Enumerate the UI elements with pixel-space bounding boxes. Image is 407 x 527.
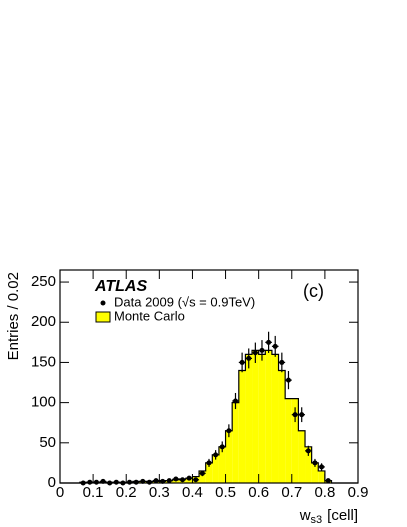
- x-tick-label: 0.6: [248, 484, 269, 501]
- hist-bar: [245, 354, 253, 483]
- hist-bar: [232, 402, 239, 483]
- data-point: [213, 452, 219, 458]
- hist-bar: [298, 430, 306, 483]
- hist-bar: [225, 430, 233, 483]
- x-tick-label: 0.1: [83, 484, 104, 501]
- y-tick-label: 100: [31, 394, 56, 411]
- hist-bar: [291, 398, 299, 483]
- hist-bar: [271, 354, 279, 483]
- y-axis-label: Entries / 0.02: [5, 272, 22, 360]
- data-point: [239, 359, 245, 365]
- hist-bar: [218, 446, 226, 483]
- data-point: [226, 428, 232, 434]
- plot-frame: [59, 269, 359, 484]
- y-tick-label: 150: [31, 353, 56, 370]
- data-point: [206, 460, 212, 466]
- hist-bar: [258, 354, 266, 483]
- data-point: [166, 478, 172, 484]
- data-point: [312, 460, 318, 466]
- data-point: [266, 339, 272, 345]
- legend-swatch: [95, 311, 111, 323]
- hist-bar: [278, 370, 286, 483]
- x-tick-label: 0: [56, 484, 64, 501]
- x-tick-label: 0.3: [149, 484, 170, 501]
- data-point: [299, 412, 305, 418]
- hist-bar: [311, 462, 319, 483]
- data-point: [285, 377, 291, 383]
- legend-label: Data 2009 (√s = 0.9TeV): [114, 294, 255, 309]
- hist-bar: [318, 470, 325, 483]
- hist-bar: [305, 446, 312, 483]
- y-tick-label: 50: [39, 434, 56, 451]
- x-tick-label: 0.7: [281, 484, 302, 501]
- panel-label: (c): [303, 281, 324, 301]
- x-label-sub: s3: [311, 514, 323, 526]
- x-tick-label: 0.2: [116, 484, 137, 501]
- data-point: [193, 477, 199, 483]
- x-label-main: w: [299, 507, 311, 524]
- data-point: [305, 448, 311, 454]
- data-point: [199, 470, 205, 476]
- data-point: [292, 412, 298, 418]
- data-point: [180, 477, 186, 483]
- x-tick-label: 0.9: [348, 484, 369, 501]
- hist-bar: [285, 398, 292, 483]
- x-label-unit: [cell]: [327, 507, 358, 524]
- experiment-label: ATLAS: [94, 278, 147, 295]
- data-point: [252, 350, 258, 356]
- hist-bar: [199, 470, 206, 483]
- y-tick-label: 250: [31, 273, 56, 290]
- hist-bar: [212, 454, 219, 483]
- data-point: [186, 475, 192, 481]
- data-point: [279, 359, 285, 365]
- data-point: [219, 444, 225, 450]
- data-point: [153, 478, 159, 484]
- hist-bar: [265, 350, 272, 483]
- data-point: [173, 476, 179, 482]
- y-tick-label: 200: [31, 313, 56, 330]
- data-point: [232, 398, 238, 404]
- x-tick-label: 0.8: [314, 484, 335, 501]
- y-tick-label: 0: [48, 474, 56, 491]
- data-point: [325, 478, 331, 484]
- x-tick-label: 0.5: [215, 484, 236, 501]
- x-tick-label: 0.4: [182, 484, 203, 501]
- x-axis-label: ws3 [cell]: [299, 507, 358, 526]
- data-point: [259, 347, 265, 353]
- legend-label: Monte Carlo: [114, 308, 185, 323]
- data-point: [272, 343, 278, 349]
- hist-bar: [205, 462, 213, 483]
- data-point: [246, 355, 252, 361]
- hist-bar: [252, 350, 259, 483]
- data-point: [319, 464, 325, 470]
- legend-marker: [100, 300, 106, 306]
- hist-bar: [238, 370, 246, 483]
